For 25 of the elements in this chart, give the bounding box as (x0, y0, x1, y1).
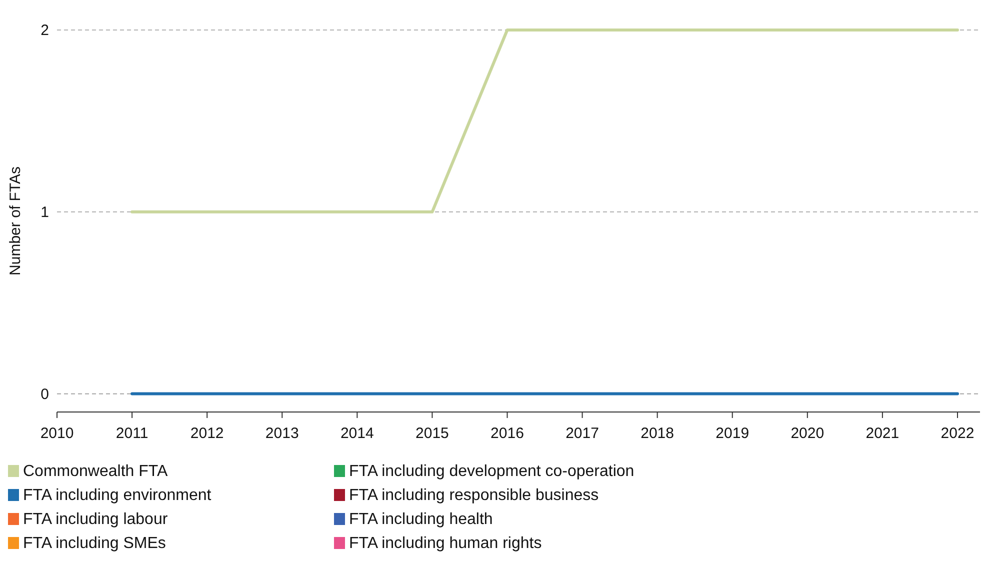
y-tick-label: 2 (40, 22, 49, 39)
x-tick-label: 2015 (416, 425, 449, 442)
y-axis-title: Number of FTAs (7, 166, 24, 276)
x-tick-label: 2012 (190, 425, 224, 442)
y-tick-label: 1 (40, 204, 49, 221)
legend-label: FTA including environment (23, 487, 212, 504)
x-tick-label: 2018 (640, 425, 674, 442)
legend-label: FTA including development co-operation (349, 463, 634, 480)
y-tick-label: 0 (40, 386, 49, 403)
x-tick-label: 2014 (340, 425, 374, 442)
legend-label: FTA including labour (23, 511, 168, 528)
x-tick-label: 2019 (716, 425, 750, 442)
legend-label: FTA including responsible business (349, 487, 599, 504)
x-tick-label: 2022 (940, 425, 974, 442)
x-tick-label: 2011 (116, 425, 148, 442)
x-tick-label: 2013 (265, 425, 299, 442)
legend-label: FTA including human rights (349, 535, 542, 552)
legend-label: FTA including SMEs (23, 535, 166, 552)
x-tick-label: 2010 (40, 425, 74, 442)
x-tick-label: 2017 (566, 425, 599, 442)
legend-label: Commonwealth FTA (23, 463, 168, 480)
x-tick-label: 2021 (866, 425, 900, 442)
x-tick-label: 2016 (490, 425, 524, 442)
legend-label: FTA including health (349, 511, 493, 528)
x-tick-label: 2020 (790, 425, 824, 442)
